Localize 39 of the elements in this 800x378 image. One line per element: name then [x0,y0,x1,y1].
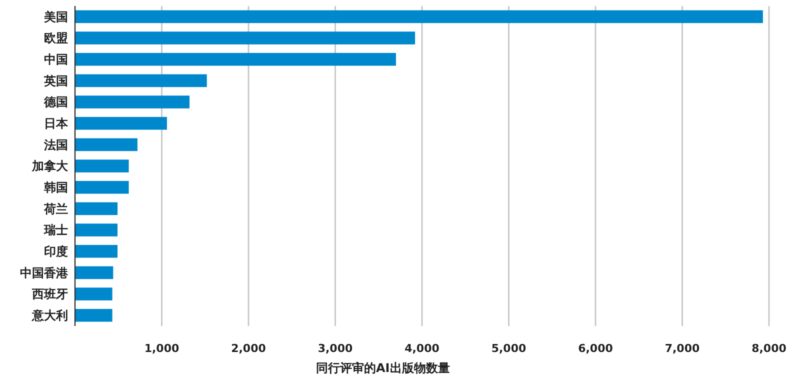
bar [75,266,114,280]
y-tick-label: 法国 [43,138,68,152]
bar [75,224,118,236]
y-tick-label: 日本 [44,116,69,131]
x-tick-label: 7,000 [664,342,700,355]
y-tick-label: 西班牙 [31,287,68,302]
x-tick-label: 4,000 [404,342,440,355]
bar [75,160,129,172]
y-tick-label: 意大利 [31,308,68,323]
y-tick-label: 瑞士 [43,223,68,238]
bar [75,74,207,88]
bar [75,308,112,322]
x-tick-label: 3,000 [318,342,353,355]
x-tick-label: 2,000 [231,342,266,355]
bar [75,288,112,300]
bar [75,244,118,258]
bar [75,180,129,194]
bar [75,96,190,108]
bar [75,32,416,44]
y-tick-label: 德国 [43,95,68,110]
y-tick-label: 英国 [43,74,68,88]
bar [75,52,396,66]
y-tick-label: 中国香港 [20,266,69,280]
y-tick-label: 欧盟 [44,31,68,46]
bar [75,138,138,152]
x-axis-title: 同行评审的AI出版物数量 [316,361,450,375]
bar [75,10,763,24]
y-tick-label: 中国 [44,52,68,67]
x-tick-label: 5,000 [491,342,526,355]
x-tick-label: 1,000 [144,342,180,355]
bar [75,202,118,216]
bar [75,116,167,130]
x-tick-label: 6,000 [578,342,614,355]
y-tick-label: 加拿大 [31,159,69,174]
y-tick-label: 印度 [44,244,68,259]
y-tick-label: 韩国 [43,180,68,195]
y-tick-label: 美国 [43,10,68,24]
y-tick-label: 荷兰 [43,202,68,216]
x-tick-label: 8,000 [752,342,787,355]
